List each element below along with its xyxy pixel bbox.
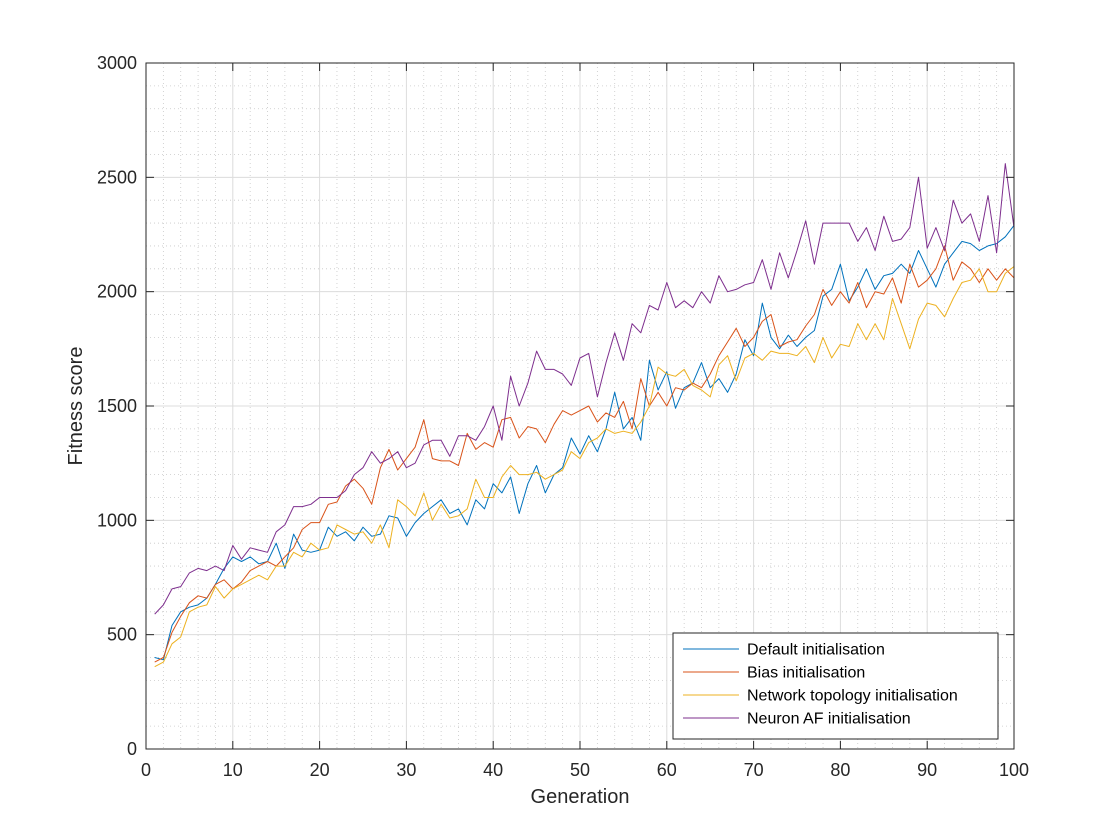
x-tick-labels: 0 10 20 30 40 50 60 70 80 90 100: [141, 760, 1029, 780]
series-line-4: [154, 163, 1015, 615]
series-line-3: [154, 266, 1015, 668]
y-tick-label: 1000: [97, 510, 137, 530]
y-tick-label: 500: [107, 625, 137, 645]
series-line-2: [154, 245, 1015, 663]
y-tick-label: 3000: [97, 53, 137, 73]
legend-label-4: Neuron AF initialisation: [747, 711, 911, 728]
x-tick-label: 100: [999, 760, 1029, 780]
series-line-1: [154, 225, 1015, 661]
x-tick-label: 60: [657, 760, 677, 780]
y-tick-labels: 0 500 1000 1500 2000 2500 3000: [97, 53, 137, 759]
y-axis-label: Fitness score: [65, 347, 87, 466]
legend: Default initialisation Bias initialisatio…: [672, 632, 999, 740]
x-tick-label: 30: [396, 760, 416, 780]
x-tick-label: 20: [310, 760, 330, 780]
series-layer: [154, 163, 1015, 668]
x-tick-label: 80: [830, 760, 850, 780]
y-tick-label: 0: [127, 739, 137, 759]
x-tick-label: 0: [141, 760, 151, 780]
y-tick-label: 1500: [97, 396, 137, 416]
legend-box: [672, 632, 999, 740]
x-axis-label: Generation: [531, 786, 630, 808]
x-tick-label: 10: [223, 760, 243, 780]
y-tick-label: 2000: [97, 282, 137, 302]
tick-marks: [145, 62, 1015, 750]
minor-grid: [146, 63, 1014, 749]
x-tick-label: 50: [570, 760, 590, 780]
x-tick-label: 40: [483, 760, 503, 780]
legend-label-1: Default initialisation: [747, 642, 885, 659]
legend-label-2: Bias initialisation: [747, 665, 865, 682]
y-tick-label: 2500: [97, 167, 137, 187]
legend-label-3: Network topology initialisation: [747, 688, 958, 705]
x-tick-label: 70: [744, 760, 764, 780]
x-tick-label: 90: [917, 760, 937, 780]
